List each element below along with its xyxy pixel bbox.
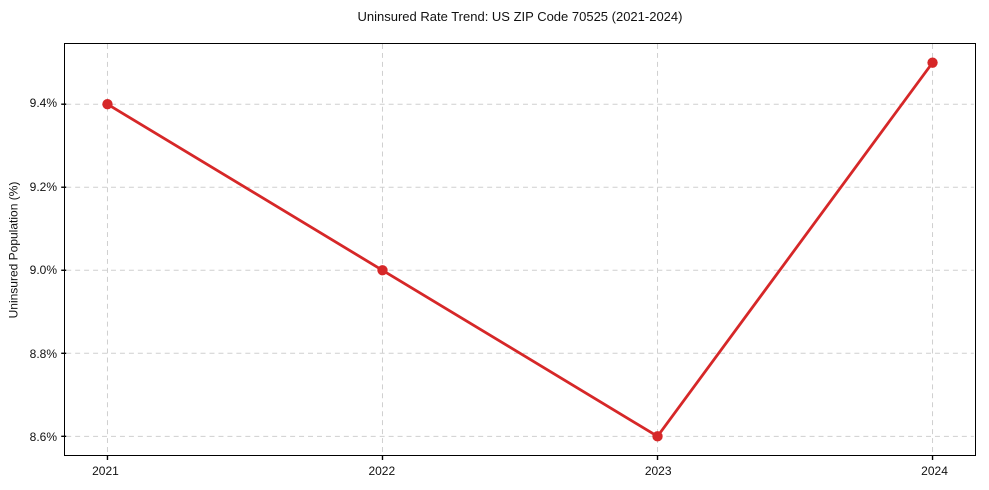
x-tick-label: 2021 [92,464,119,478]
y-axis-label: Uninsured Population (%) [6,181,20,318]
line-chart-svg [61,44,974,460]
trend-line [106,61,934,438]
data-point-marker [652,431,663,442]
chart-title: Uninsured Rate Trend: US ZIP Code 70525 … [357,9,683,24]
y-tick-label: 8.8% [29,346,57,361]
y-tick-label: 9.2% [29,179,57,194]
plot-area [61,43,976,460]
data-point-marker [927,57,938,68]
y-tick-label: 9.4% [29,96,57,111]
y-tick-label: 8.6% [29,430,57,445]
x-tick-label: 2022 [368,464,396,478]
data-point-marker [102,99,113,110]
x-tick-label: 2023 [644,464,672,478]
y-tick-label: 9.0% [29,263,57,278]
x-tick-label: 2024 [921,464,948,478]
data-point-marker [377,265,388,276]
